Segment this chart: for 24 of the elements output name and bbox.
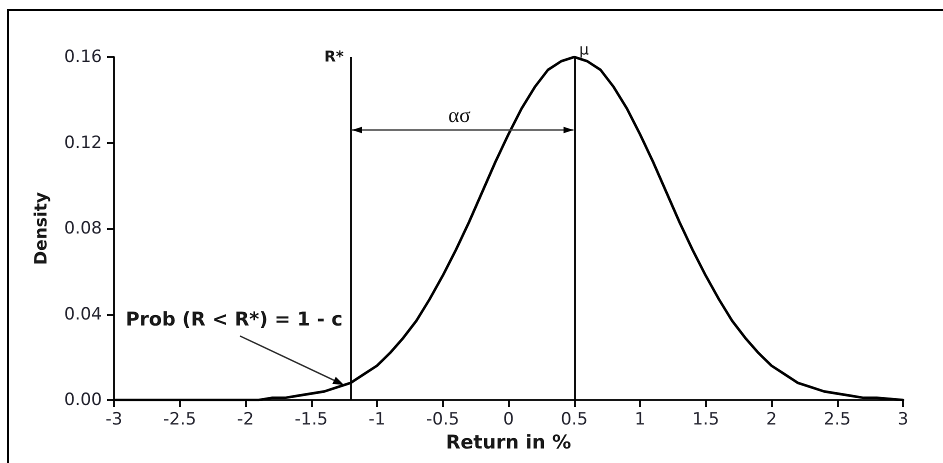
x-tick-label: -2.5: [163, 410, 196, 430]
x-tick-label: 3: [898, 410, 908, 430]
ref-line-label: R*: [324, 48, 344, 66]
x-tick-label: -1.5: [294, 410, 328, 430]
x-axis-title: Return in %: [446, 431, 572, 454]
y-tick-label: 0.16: [64, 47, 102, 67]
x-tick-label: -2: [237, 410, 254, 430]
x-tick-label: 1: [634, 410, 646, 430]
y-tick-label: 0.12: [64, 132, 102, 153]
x-tick-label: 2: [766, 410, 777, 430]
ref-line-label: μ: [579, 40, 590, 58]
x-tick-label: -0.5: [426, 410, 460, 430]
annotation: ασ: [448, 103, 471, 128]
y-axis-title: Density: [32, 192, 52, 265]
y-tick-label: 0.00: [64, 390, 102, 410]
x-tick-label: 0.5: [560, 410, 588, 430]
y-tick-label: 0.04: [64, 304, 102, 324]
x-tick-label: 0: [503, 410, 514, 430]
x-tick-label: -3: [106, 410, 122, 430]
annotation: Prob (R < R*) = 1 - c: [126, 308, 343, 330]
x-tick-label: -1: [368, 410, 386, 430]
x-tick-label: 2.5: [824, 410, 851, 430]
x-tick-label: 1.5: [692, 410, 720, 430]
y-tick-label: 0.08: [64, 218, 102, 238]
